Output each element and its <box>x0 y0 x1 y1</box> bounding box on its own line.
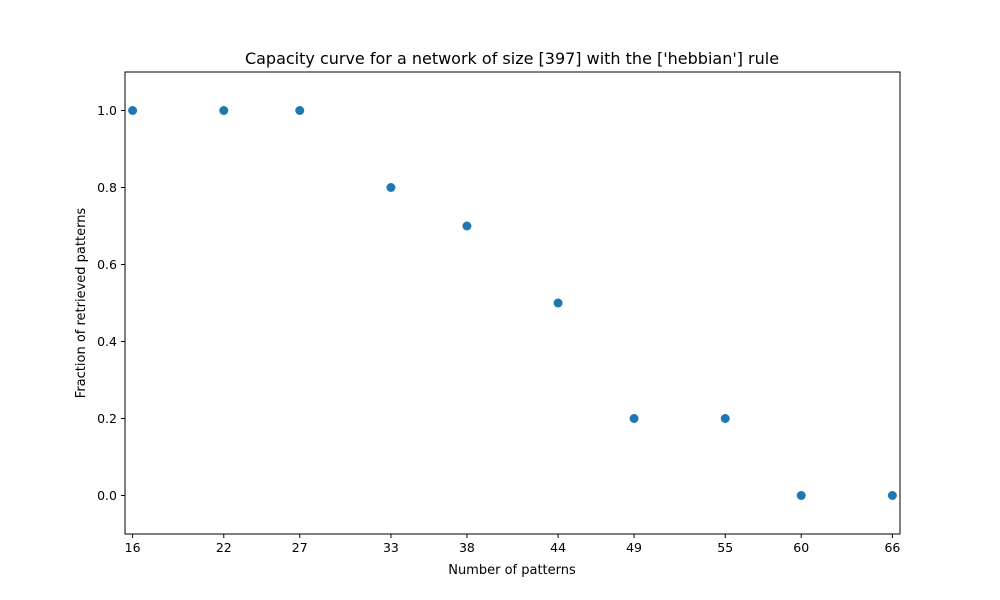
x-axis-label: Number of patterns <box>448 563 576 578</box>
data-point <box>796 491 806 500</box>
data-point <box>887 491 897 500</box>
y-axis-label: Fraction of retrieved patterns <box>74 208 89 399</box>
data-point <box>219 106 229 115</box>
x-tick-label: 44 <box>550 540 566 555</box>
x-tick-label: 22 <box>216 540 232 555</box>
y-tick-label: 0.8 <box>97 180 117 195</box>
x-tick-label: 49 <box>626 540 642 555</box>
data-point <box>553 298 563 308</box>
y-tick-label: 0.6 <box>97 257 117 272</box>
data-point <box>462 221 472 231</box>
y-tick-label: 0.0 <box>97 488 117 503</box>
data-point <box>295 106 305 115</box>
x-tick-label: 60 <box>793 540 809 555</box>
chart-title: Capacity curve for a network of size [39… <box>245 49 779 68</box>
x-tick-label: 27 <box>292 540 308 555</box>
y-ticks: 0.0 0.2 0.4 0.6 0.8 1.0 <box>97 103 125 503</box>
x-tick-label: 38 <box>459 540 475 555</box>
y-tick-label: 0.2 <box>97 411 117 426</box>
x-tick-label: 16 <box>125 540 141 555</box>
data-point <box>720 414 730 423</box>
x-tick-label: 33 <box>383 540 399 555</box>
data-point <box>128 106 138 115</box>
x-tick-label: 66 <box>884 540 900 555</box>
y-tick-label: 1.0 <box>97 103 117 118</box>
data-point <box>629 414 639 423</box>
x-tick-label: 55 <box>717 540 733 555</box>
data-points <box>128 106 897 500</box>
x-ticks: 16 22 27 33 38 44 49 55 60 66 <box>125 534 900 555</box>
data-point <box>386 183 396 192</box>
y-tick-label: 0.4 <box>97 334 117 349</box>
plot-frame <box>124 71 901 535</box>
